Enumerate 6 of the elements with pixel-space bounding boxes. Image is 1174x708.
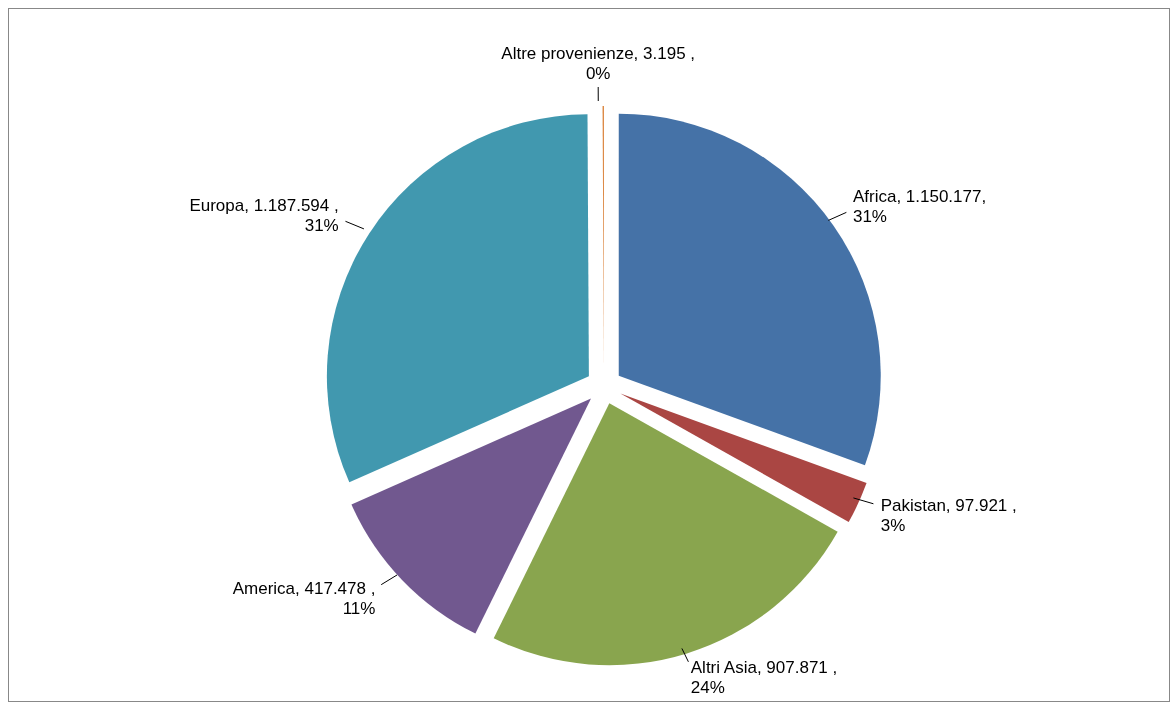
slice-label: Pakistan, 97.921 , 3%	[880, 496, 1017, 536]
slice-label: America, 417.478 , 11%	[232, 579, 376, 619]
slice-label: Altri Asia, 907.871 , 24%	[690, 658, 838, 698]
slice-label: Africa, 1.150.177, 31%	[852, 186, 987, 226]
slice-label: Altre provenienze, 3.195 , 0%	[501, 44, 696, 83]
slice-label: Europa, 1.187.594 , 31%	[189, 195, 339, 235]
